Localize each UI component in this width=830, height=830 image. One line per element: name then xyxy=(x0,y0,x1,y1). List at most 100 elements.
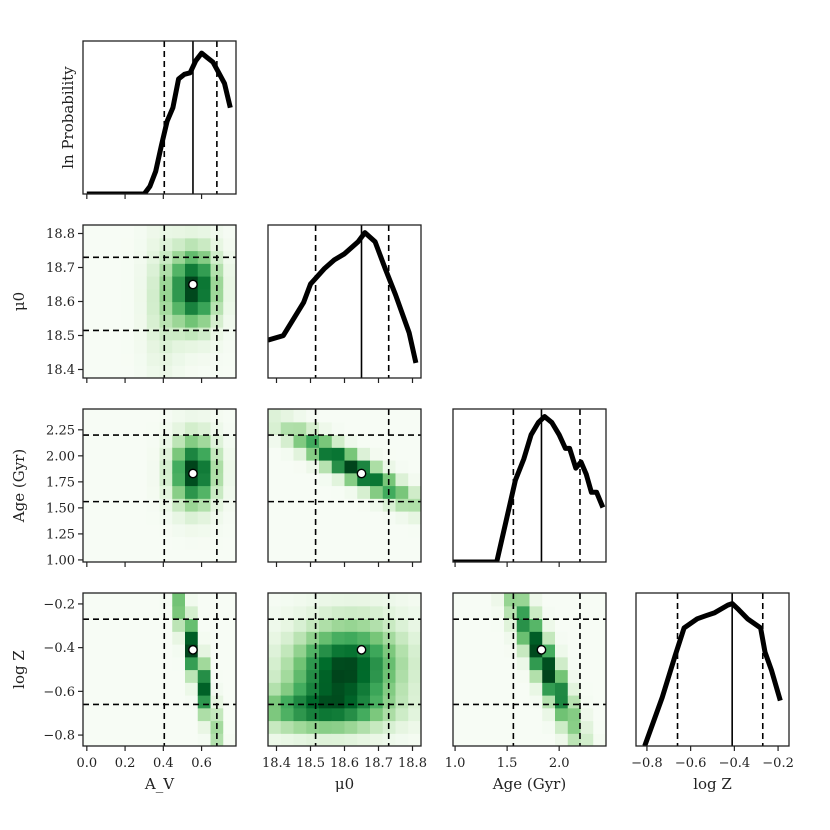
heatmap-cell xyxy=(504,656,518,671)
heatmap-cell xyxy=(306,644,320,658)
marginal-panel-logz xyxy=(642,593,783,746)
marginal-curve-av xyxy=(86,50,233,194)
heatmap-cell xyxy=(223,511,236,525)
heatmap-cell xyxy=(319,523,333,538)
heatmap-cell xyxy=(159,631,173,645)
heatmap-cell xyxy=(516,733,531,746)
heatmap-cell xyxy=(197,707,212,722)
heatmap-cell xyxy=(185,365,199,378)
heatmap-cell xyxy=(185,339,199,354)
heatmap-cell xyxy=(593,605,606,620)
heatmap-cell xyxy=(185,656,199,671)
heatmap-cell xyxy=(108,644,122,658)
y-tick-label-age: 1.50 xyxy=(46,501,75,516)
heatmap-cell xyxy=(319,644,333,658)
heatmap-cell xyxy=(172,263,186,277)
y-axis-label-row-3: log Z xyxy=(10,650,28,689)
heatmap-cell xyxy=(134,549,148,562)
heatmap-cell xyxy=(593,720,606,734)
heatmap-cell xyxy=(121,523,135,538)
x-tick-label-logz: −0.6 xyxy=(675,756,707,771)
heatmap-cell xyxy=(465,644,480,658)
heatmap-cell xyxy=(491,644,505,658)
x-axis-label-mu0: μ0 xyxy=(335,775,354,793)
heatmap-cell xyxy=(504,733,518,746)
heatmap-cell xyxy=(408,733,421,746)
heatmap-cell xyxy=(478,644,492,658)
heatmap-cell xyxy=(108,511,122,525)
heatmap-cell xyxy=(293,409,307,423)
heatmap-cell xyxy=(134,669,148,683)
heatmap-cell xyxy=(344,421,358,436)
heatmap-cell xyxy=(159,523,173,538)
heatmap-cell xyxy=(134,365,148,378)
joint-frame-av-age xyxy=(82,408,237,563)
heatmap-cell xyxy=(395,682,409,696)
heatmap-cell xyxy=(223,434,236,448)
heatmap-cell xyxy=(268,485,282,499)
heatmap-cell xyxy=(306,498,320,512)
heatmap-cell xyxy=(306,549,320,562)
heatmap-cell xyxy=(395,498,409,512)
heatmap-cell xyxy=(478,682,492,696)
heatmap-cell xyxy=(395,447,409,461)
heatmap-cell xyxy=(280,536,295,550)
heatmap-cell xyxy=(146,695,161,709)
heatmap-cell xyxy=(370,485,384,499)
heatmap-cell xyxy=(121,301,135,315)
heatmap-cell xyxy=(370,644,384,658)
heatmap-cell xyxy=(134,339,148,354)
x-tick-label-mu0: 18.5 xyxy=(296,756,325,771)
heatmap-cell xyxy=(121,605,135,620)
heatmap-cell xyxy=(542,656,556,671)
heatmap-cell xyxy=(306,460,320,474)
heatmap-cell xyxy=(306,472,320,487)
heatmap-cell xyxy=(395,720,409,734)
heatmap-cell xyxy=(121,536,135,550)
heatmap-cell xyxy=(357,720,371,734)
heatmap-cell xyxy=(159,605,173,620)
heatmap-cell xyxy=(95,263,110,277)
heatmap-cell xyxy=(465,669,480,683)
heatmap-cell xyxy=(331,695,346,709)
heatmap-cell xyxy=(83,733,97,746)
heatmap-cell xyxy=(344,618,358,632)
heatmap-cell xyxy=(453,618,467,632)
heatmap-cell xyxy=(491,605,505,620)
heatmap-cell xyxy=(306,720,320,734)
heatmap-cell xyxy=(223,225,236,239)
heatmap-cell xyxy=(197,263,212,277)
heatmap-cell xyxy=(83,237,97,252)
heatmap-cell xyxy=(306,434,320,448)
heatmap-cell xyxy=(370,511,384,525)
heatmap-cell xyxy=(134,733,148,746)
heatmap-cell xyxy=(331,434,346,448)
heatmap-cell xyxy=(542,733,556,746)
heatmap-cell xyxy=(197,485,212,499)
heatmap-cell xyxy=(453,695,467,709)
heatmap-cell xyxy=(306,695,320,709)
heatmap-cell xyxy=(172,720,186,734)
heatmap-cell xyxy=(280,733,295,746)
heatmap-cell xyxy=(146,682,161,696)
heatmap-cell xyxy=(108,447,122,461)
heatmap-cell xyxy=(344,656,358,671)
heatmap-cell xyxy=(280,549,295,562)
heatmap-cell xyxy=(159,237,173,252)
heatmap-cell xyxy=(159,288,173,303)
heatmap-cell xyxy=(306,409,320,423)
y-tick-label-age: 2.25 xyxy=(46,423,75,438)
heatmap-cell xyxy=(146,618,161,632)
heatmap-cell xyxy=(172,409,186,423)
heatmap-cell xyxy=(306,421,320,436)
heatmap-cell xyxy=(172,339,186,354)
heatmap-cell xyxy=(197,618,212,632)
heatmap-cell xyxy=(121,263,135,277)
heatmap-cell xyxy=(293,720,307,734)
heatmap-cell xyxy=(491,695,505,709)
heatmap-cell xyxy=(159,695,173,709)
heatmap-cell xyxy=(593,644,606,658)
heatmap-cell xyxy=(331,631,346,645)
heatmap-cell xyxy=(134,720,148,734)
